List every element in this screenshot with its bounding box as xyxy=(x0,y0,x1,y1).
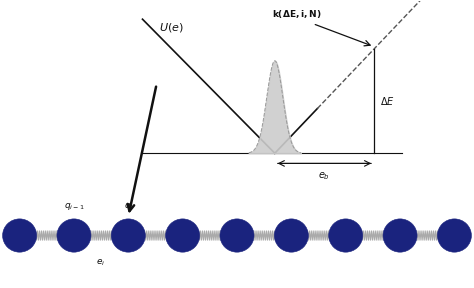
Text: $q_i$: $q_i$ xyxy=(124,201,133,212)
Text: $e_b$: $e_b$ xyxy=(319,170,330,182)
Text: $\mathbf{k(\Delta E,i,N)}$: $\mathbf{k(\Delta E,i,N)}$ xyxy=(273,8,322,20)
Circle shape xyxy=(111,219,146,252)
Text: $U(e)$: $U(e)$ xyxy=(159,22,184,35)
Circle shape xyxy=(383,219,417,252)
Circle shape xyxy=(274,219,309,252)
Text: $\Delta E$: $\Delta E$ xyxy=(380,95,394,107)
Circle shape xyxy=(438,219,472,252)
Circle shape xyxy=(57,219,91,252)
Text: $e_i$: $e_i$ xyxy=(97,258,106,268)
Circle shape xyxy=(328,219,363,252)
Circle shape xyxy=(165,219,200,252)
Text: $q_{i-1}$: $q_{i-1}$ xyxy=(64,201,84,212)
Circle shape xyxy=(220,219,254,252)
Circle shape xyxy=(2,219,36,252)
